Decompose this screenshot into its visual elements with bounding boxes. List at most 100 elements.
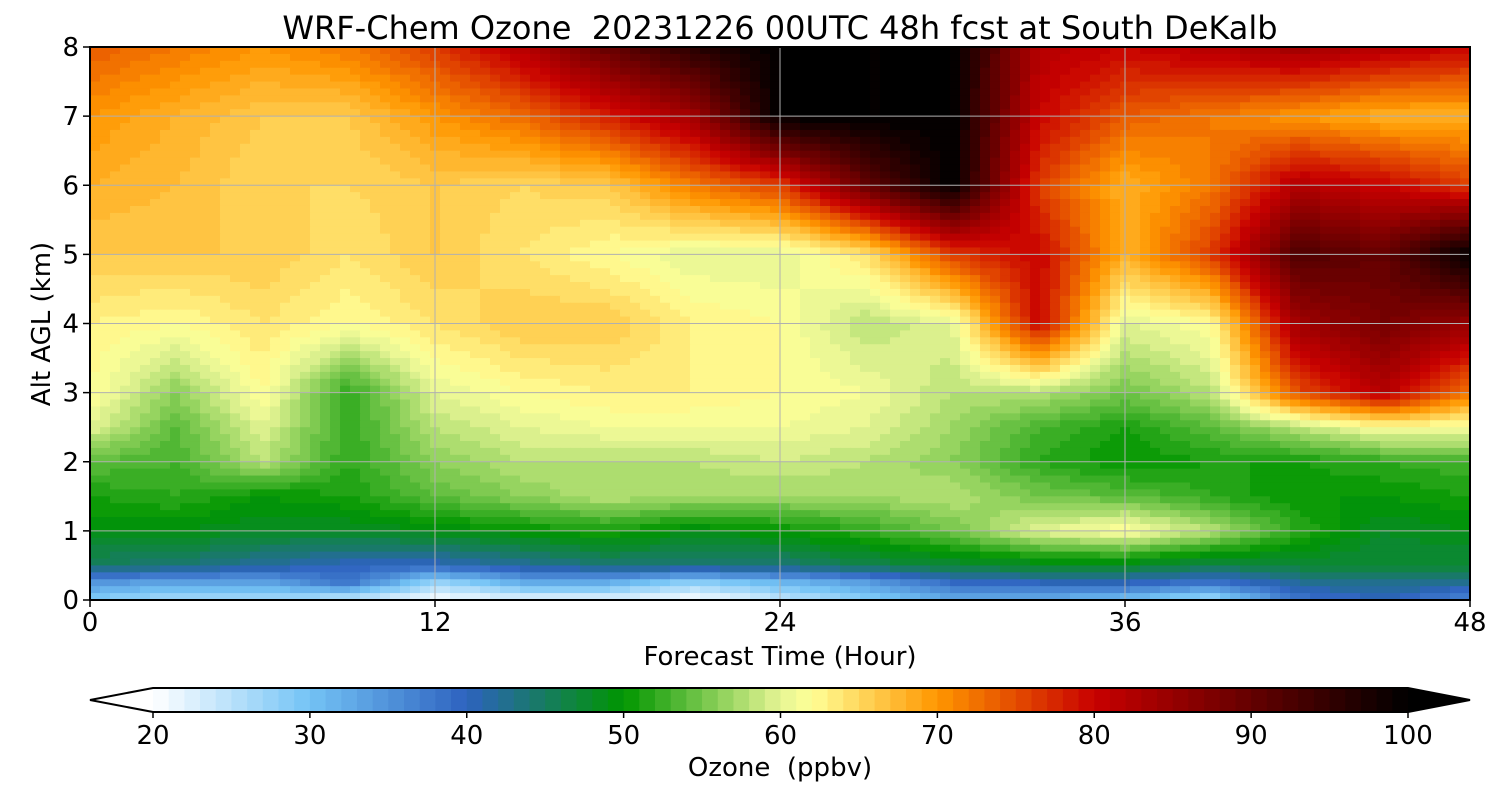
contour-cell — [510, 164, 521, 173]
contour-cell — [1460, 157, 1470, 166]
contour-cell — [950, 129, 961, 138]
contour-cell — [1240, 268, 1251, 276]
contour-cell — [1440, 129, 1451, 138]
contour-cell — [880, 205, 891, 214]
contour-cell — [470, 205, 481, 214]
contour-cell — [230, 150, 241, 159]
contour-cell — [580, 150, 591, 159]
contour-cell — [1350, 116, 1361, 124]
contour-cell — [1000, 150, 1011, 159]
contour-cell — [1280, 67, 1291, 76]
contour-cell — [1060, 219, 1071, 228]
contour-cell — [1410, 212, 1421, 221]
contour-cell — [100, 240, 111, 249]
contour-cell — [1400, 219, 1411, 228]
contour-cell — [1220, 226, 1231, 235]
contour-cell — [720, 192, 731, 200]
contour-cell — [1360, 282, 1371, 290]
contour-cell — [890, 268, 901, 276]
contour-cell — [460, 157, 471, 166]
contour-cell — [1310, 247, 1321, 255]
contour-cell — [880, 192, 891, 200]
contour-cell — [1250, 205, 1261, 214]
contour-cell — [650, 275, 661, 283]
contour-cell — [530, 88, 541, 96]
contour-cell — [900, 219, 911, 228]
contour-cell — [950, 136, 961, 145]
contour-cell — [1210, 275, 1221, 283]
contour-cell — [1270, 233, 1281, 242]
contour-cell — [1250, 116, 1261, 124]
contour-cell — [360, 261, 371, 269]
contour-cell — [1200, 123, 1211, 131]
contour-cell — [140, 199, 151, 207]
contour-cell — [1380, 116, 1391, 124]
contour-cell — [970, 261, 981, 269]
contour-cell — [170, 247, 181, 255]
contour-cell — [770, 254, 781, 262]
contour-cell — [100, 164, 111, 173]
contour-cell — [870, 60, 881, 69]
contour-cell — [840, 199, 851, 207]
contour-cell — [1010, 95, 1021, 103]
contour-cell — [220, 233, 231, 242]
contour-cell — [530, 157, 541, 166]
contour-cell — [690, 164, 701, 173]
contour-cell — [1010, 136, 1021, 145]
contour-cell — [670, 136, 681, 145]
contour-cell — [210, 109, 221, 117]
contour-cell — [800, 157, 811, 166]
contour-cell — [650, 164, 661, 173]
contour-cell — [950, 102, 961, 110]
contour-cell — [670, 268, 681, 276]
contour-cell — [810, 261, 821, 269]
contour-cell — [390, 150, 401, 159]
contour-cell — [1010, 164, 1021, 173]
contour-cell — [270, 74, 281, 83]
contour-cell — [1360, 88, 1371, 96]
contour-cell — [440, 102, 451, 110]
contour-cell — [1040, 233, 1051, 242]
contour-cell — [820, 81, 831, 90]
contour-cell — [1150, 275, 1161, 283]
contour-cell — [570, 164, 581, 173]
contour-cell — [310, 192, 321, 200]
contour-cell — [120, 171, 131, 179]
contour-cell — [730, 74, 741, 83]
contour-cell — [740, 81, 751, 90]
contour-cell — [820, 247, 831, 255]
contour-cell — [780, 95, 791, 103]
contour-cell — [340, 88, 351, 96]
contour-cell — [470, 88, 481, 96]
contour-cell — [700, 67, 711, 76]
contour-cell — [320, 129, 331, 138]
contour-cell — [1350, 47, 1361, 55]
contour-cell — [1180, 192, 1191, 200]
contour-cell — [1300, 212, 1311, 221]
contour-cell — [1360, 116, 1371, 124]
contour-cell — [730, 136, 741, 145]
contour-cell — [460, 219, 471, 228]
contour-cell — [1140, 157, 1151, 166]
contour-cell — [1300, 67, 1311, 76]
contour-cell — [330, 219, 341, 228]
contour-cell — [820, 136, 831, 145]
contour-cell — [470, 53, 481, 62]
contour-cell — [1310, 212, 1321, 221]
contour-cell — [1020, 261, 1031, 269]
contour-cell — [520, 150, 531, 159]
contour-cell — [1450, 81, 1461, 90]
contour-cell — [160, 233, 171, 242]
contour-cell — [770, 157, 781, 166]
contour-cell — [150, 47, 161, 55]
contour-cell — [1180, 171, 1191, 179]
contour-cell — [1170, 171, 1181, 179]
contour-cell — [740, 53, 751, 62]
contour-cell — [190, 254, 201, 262]
contour-cell — [1300, 205, 1311, 214]
contour-cell — [860, 288, 871, 297]
contour-cell — [360, 150, 371, 159]
contour-cell — [220, 288, 231, 297]
contour-cell — [1320, 205, 1331, 214]
contour-cell — [900, 247, 911, 255]
